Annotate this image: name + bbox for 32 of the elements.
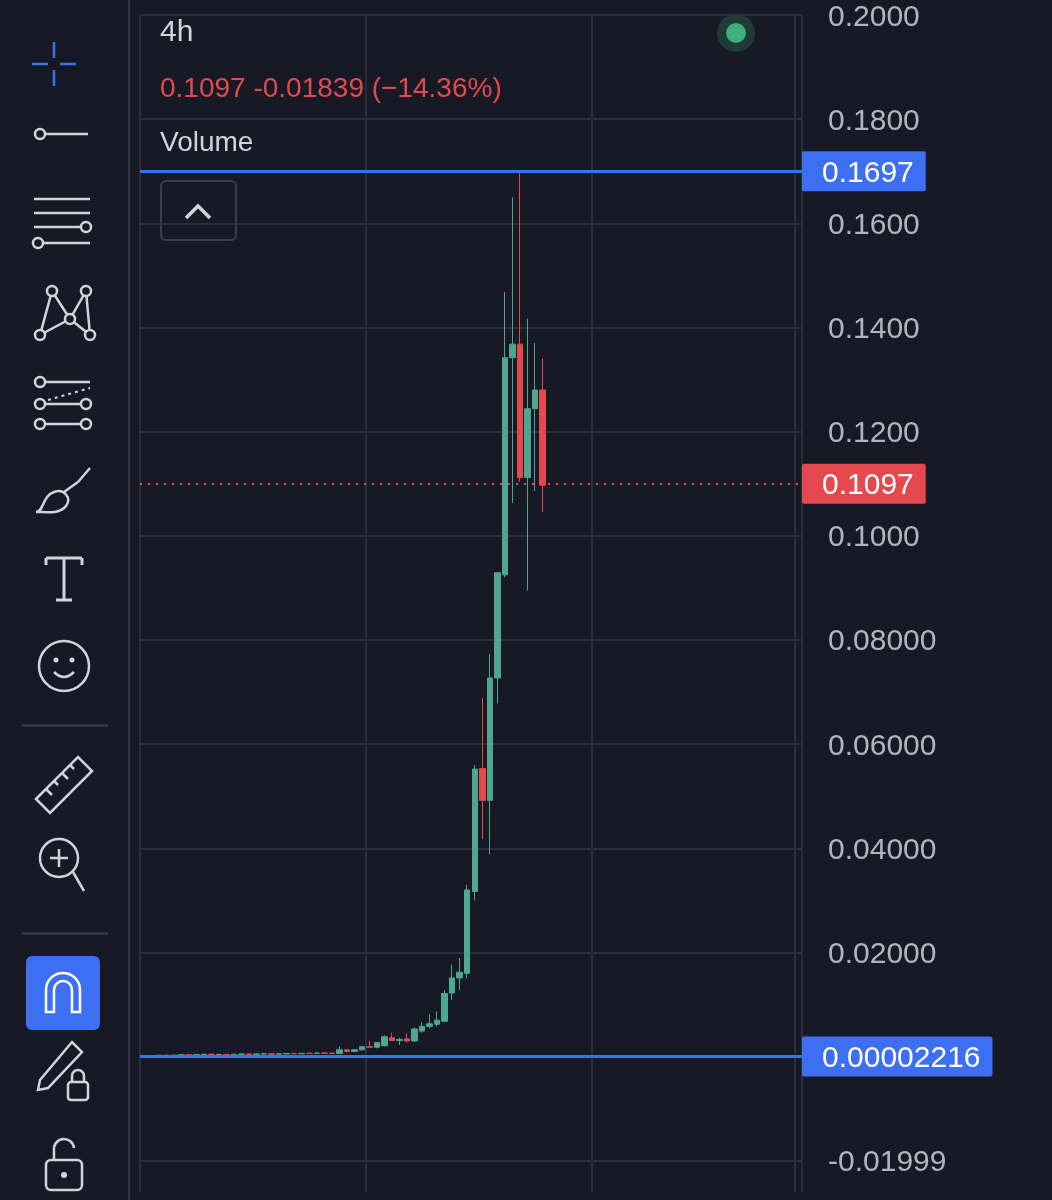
ref-line-label: 0.1697: [822, 154, 914, 188]
y-tick-label: 0.1000: [828, 519, 920, 553]
candlestick: [208, 1052, 215, 1056]
candlestick: [366, 1040, 373, 1049]
candlestick: [389, 1032, 395, 1042]
candlestick: [268, 1052, 275, 1056]
candlestick: [479, 697, 486, 840]
candlestick: [306, 1051, 313, 1055]
y-tick-label: 0.1400: [828, 310, 920, 344]
y-tick-label: -0.01999: [828, 1144, 947, 1178]
ref-line-label: 0.00002216: [822, 1040, 981, 1074]
y-tick-label: 0.1200: [828, 415, 920, 449]
annotation: Volume: [160, 126, 254, 158]
y-tick-label: 0.1800: [828, 102, 920, 136]
y-tick-label: 0.2000: [828, 0, 920, 32]
candlestick: [246, 1052, 252, 1056]
candlestick: [404, 1032, 410, 1043]
y-tick-label: 0.08000: [828, 623, 937, 657]
candlestick: [344, 1048, 350, 1053]
text: 0.1097 -0.01839 (−14.36%): [160, 72, 502, 104]
candlestick: [216, 1053, 222, 1056]
candlestick: [314, 1051, 320, 1055]
candlestick: [472, 764, 478, 901]
candlestick: [336, 1046, 343, 1055]
y-tick-label: 0.06000: [828, 727, 937, 761]
candlestick: [396, 1037, 403, 1046]
chart-title: 4h: [160, 14, 194, 48]
y-tick-label: 0.04000: [828, 831, 937, 865]
y-tick-label: 0.1600: [828, 206, 920, 240]
ref-line-label: 0.1097: [822, 467, 914, 501]
y-tick-label: 0.02000: [828, 935, 937, 969]
candlestick: [517, 172, 523, 483]
